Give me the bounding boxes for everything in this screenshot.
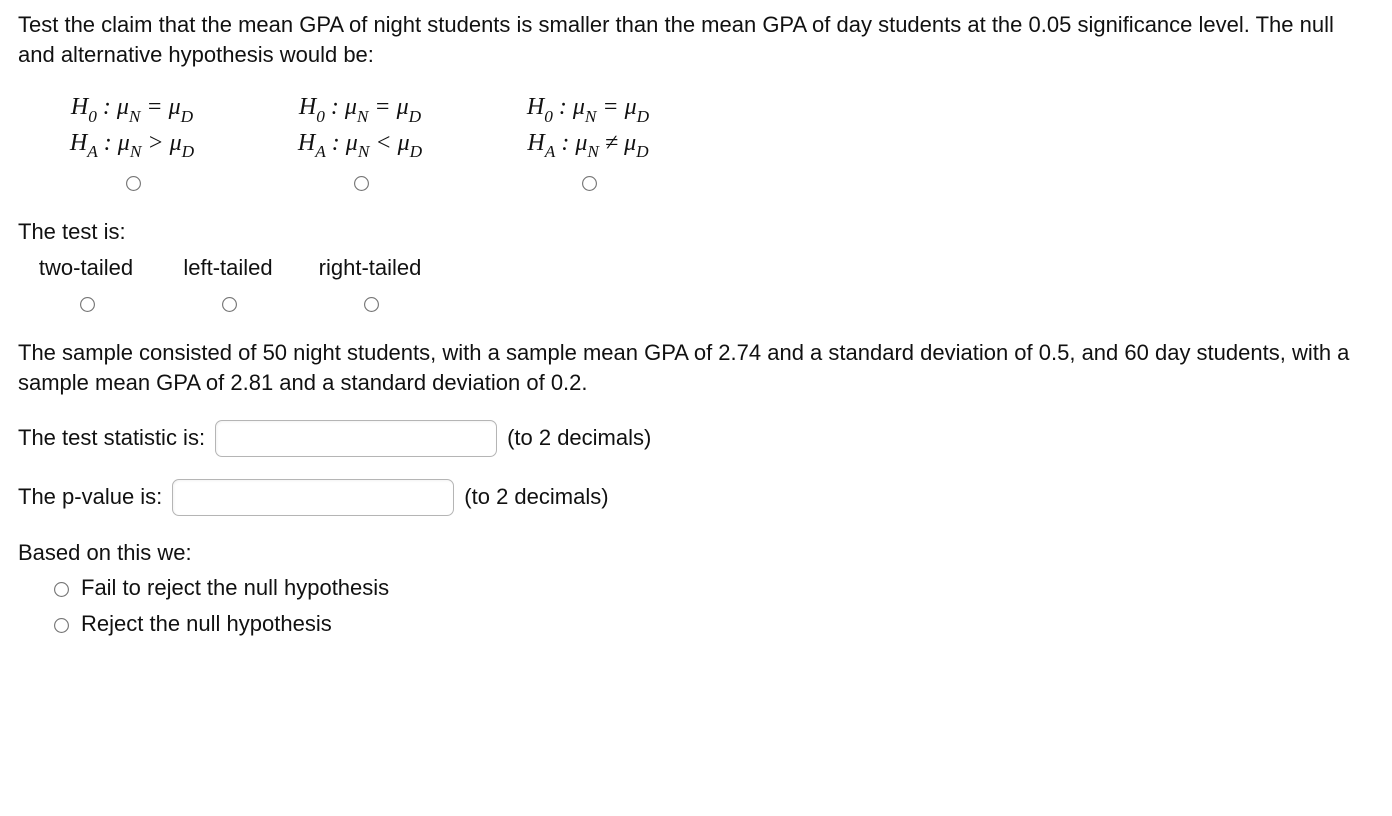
decision-option-fail[interactable]: Fail to reject the null hypothesis bbox=[50, 573, 1374, 603]
pvalue-hint: (to 2 decimals) bbox=[464, 482, 608, 512]
decision-radio-fail[interactable] bbox=[54, 582, 69, 597]
test-statistic-input[interactable] bbox=[215, 420, 497, 457]
hypothesis-option-2: H0 : μN = μD HA : μN < μD bbox=[260, 91, 460, 161]
hypothesis-2-ha: HA : μN < μD bbox=[260, 127, 460, 162]
hypothesis-options-row: H0 : μN = μD HA : μN > μD H0 : μN = μD bbox=[32, 91, 1374, 161]
decision-fail-label: Fail to reject the null hypothesis bbox=[81, 573, 389, 603]
tail-option-left: left-tailed bbox=[168, 253, 288, 318]
hypothesis-option-1: H0 : μN = μD HA : μN > μD bbox=[32, 91, 232, 161]
question-container: Test the claim that the mean GPA of nigh… bbox=[0, 0, 1392, 665]
tail-options-row: two-tailed left-tailed right-tailed bbox=[26, 253, 1374, 318]
tail-radio-right[interactable] bbox=[364, 297, 379, 312]
hypothesis-option-3: H0 : μN = μD HA : μN ≠ μD bbox=[488, 91, 688, 161]
pvalue-row: The p-value is: (to 2 decimals) bbox=[18, 479, 1374, 516]
decision-radio-reject[interactable] bbox=[54, 618, 69, 633]
hypothesis-radio-2[interactable] bbox=[354, 176, 369, 191]
decision-option-reject[interactable]: Reject the null hypothesis bbox=[50, 609, 1374, 639]
tail-left-label: left-tailed bbox=[168, 253, 288, 283]
tail-option-right: right-tailed bbox=[310, 253, 430, 318]
hypothesis-radio-3[interactable] bbox=[582, 176, 597, 191]
sample-paragraph: The sample consisted of 50 night student… bbox=[18, 338, 1374, 397]
tail-radio-two[interactable] bbox=[80, 297, 95, 312]
tail-two-label: two-tailed bbox=[26, 253, 146, 283]
tail-option-two: two-tailed bbox=[26, 253, 146, 318]
hypothesis-3-ha: HA : μN ≠ μD bbox=[488, 127, 688, 162]
hypothesis-radio-row bbox=[32, 168, 1374, 198]
hypothesis-2-h0: H0 : μN = μD bbox=[260, 91, 460, 126]
test-is-label: The test is: bbox=[18, 217, 1374, 247]
test-statistic-row: The test statistic is: (to 2 decimals) bbox=[18, 420, 1374, 457]
test-statistic-hint: (to 2 decimals) bbox=[507, 423, 651, 453]
pvalue-input[interactable] bbox=[172, 479, 454, 516]
test-statistic-label: The test statistic is: bbox=[18, 423, 205, 453]
hypothesis-1-ha: HA : μN > μD bbox=[32, 127, 232, 162]
pvalue-label: The p-value is: bbox=[18, 482, 162, 512]
tail-right-label: right-tailed bbox=[310, 253, 430, 283]
tail-radio-left[interactable] bbox=[222, 297, 237, 312]
question-intro: Test the claim that the mean GPA of nigh… bbox=[18, 10, 1374, 69]
hypothesis-radio-1[interactable] bbox=[126, 176, 141, 191]
based-on-this-label: Based on this we: bbox=[18, 538, 1374, 568]
decision-group: Fail to reject the null hypothesis Rejec… bbox=[50, 573, 1374, 638]
decision-reject-label: Reject the null hypothesis bbox=[81, 609, 332, 639]
hypothesis-3-h0: H0 : μN = μD bbox=[488, 91, 688, 126]
hypothesis-1-h0: H0 : μN = μD bbox=[32, 91, 232, 126]
